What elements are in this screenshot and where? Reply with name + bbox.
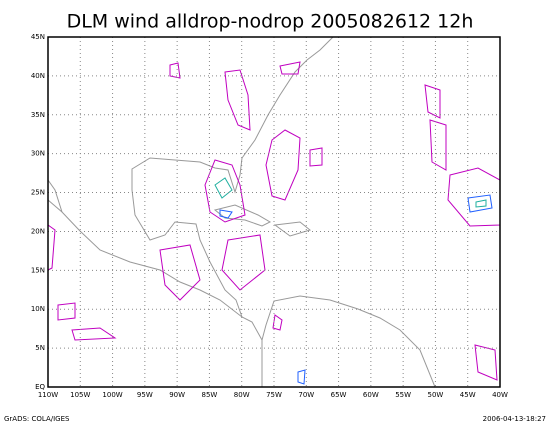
- lat-label: 10N: [31, 305, 45, 313]
- lat-label: 25N: [31, 189, 45, 197]
- lat-label: 45N: [31, 33, 45, 41]
- lon-label: 65W: [331, 391, 347, 399]
- lat-label: 30N: [31, 150, 45, 158]
- lon-label: 60W: [363, 391, 379, 399]
- title: DLM wind alldrop-nodrop 2005082612 12h: [67, 11, 474, 33]
- lon-label: 95W: [137, 391, 153, 399]
- lat-label: 15N: [31, 266, 45, 274]
- grid: [48, 37, 500, 387]
- lon-label: 80W: [234, 391, 250, 399]
- lon-label: 110W: [38, 391, 58, 399]
- lat-label: 35N: [31, 111, 45, 119]
- footer-right: 2006-04-13-18:27: [483, 415, 546, 423]
- lon-label: 55W: [395, 391, 411, 399]
- lat-label: 40N: [31, 72, 45, 80]
- lon-label: 45W: [460, 391, 476, 399]
- lon-label: 50W: [428, 391, 444, 399]
- lat-label: 20N: [31, 227, 45, 235]
- lon-label: 40W: [492, 391, 508, 399]
- lon-label: 100W: [102, 391, 122, 399]
- map-frame: [47, 36, 501, 388]
- lon-label: 85W: [202, 391, 218, 399]
- lon-label: 75W: [266, 391, 282, 399]
- lon-label: 70W: [298, 391, 314, 399]
- lat-label: 5N: [35, 344, 45, 352]
- contours: [47, 61, 501, 385]
- lon-label: 105W: [70, 391, 90, 399]
- footer-left: GrADS: COLA/IGES: [4, 415, 70, 423]
- lon-label: 90W: [169, 391, 185, 399]
- lat-label: EQ: [35, 383, 45, 391]
